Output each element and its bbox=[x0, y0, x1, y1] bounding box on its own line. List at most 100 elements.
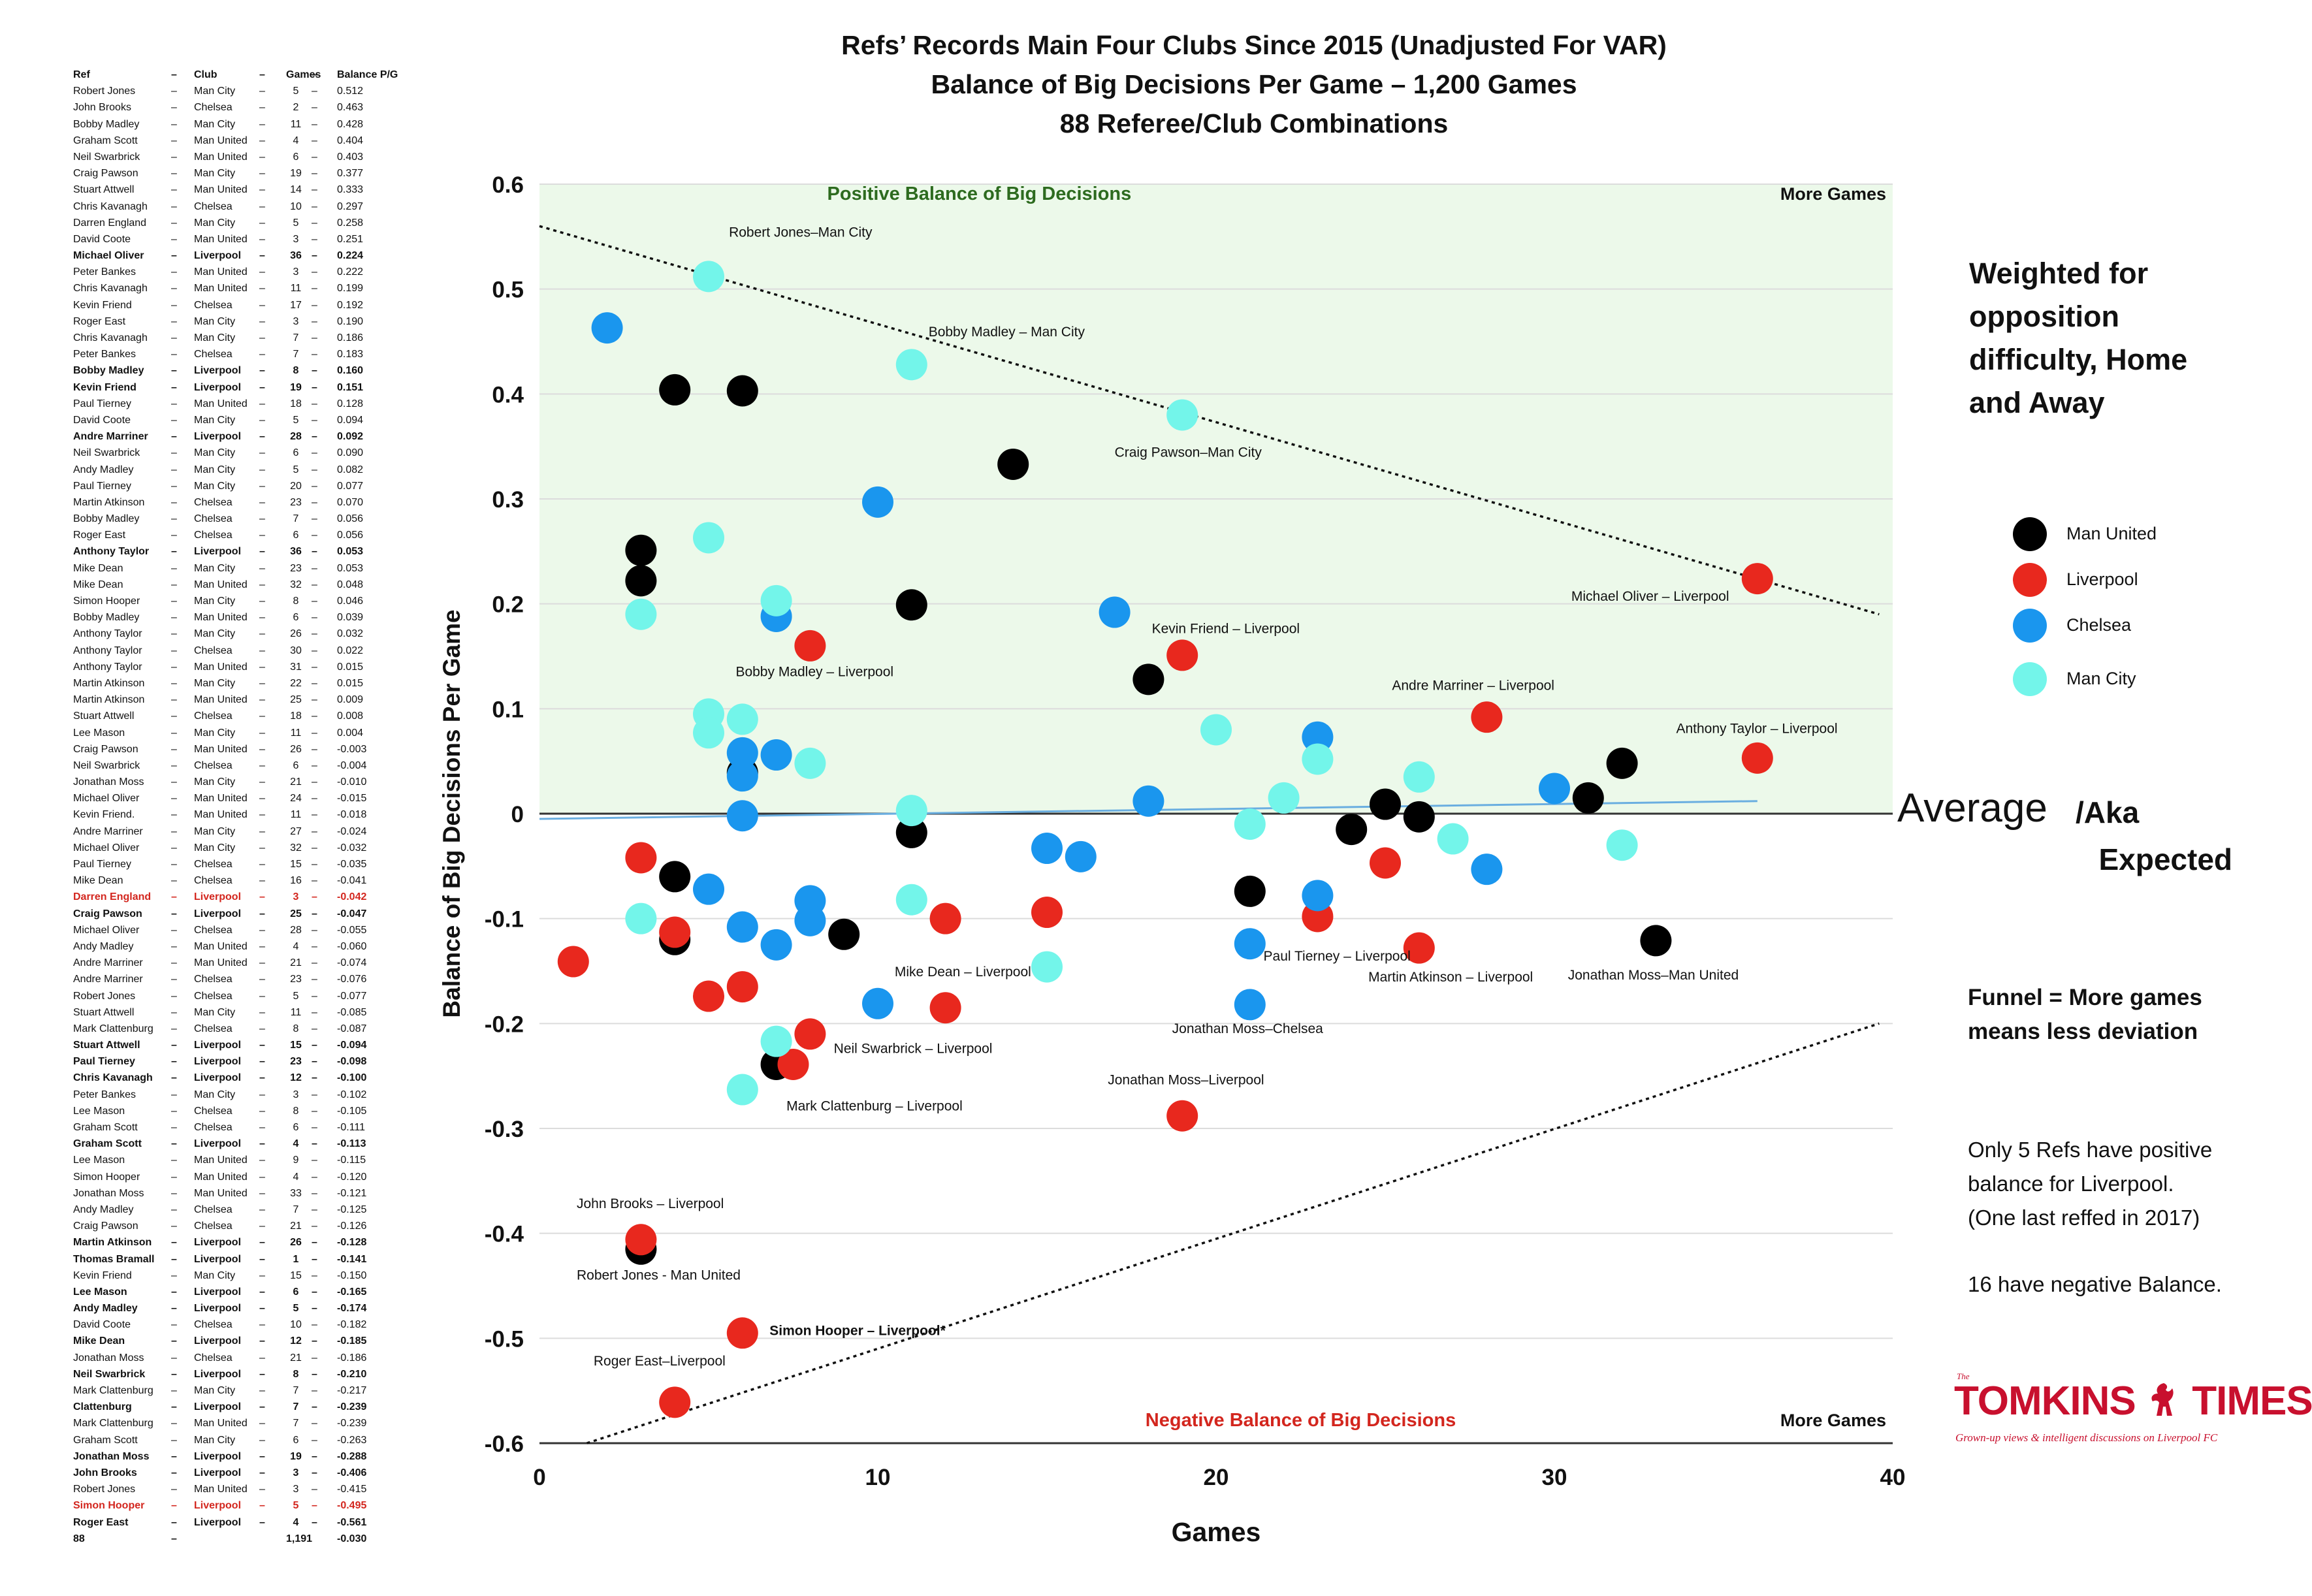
cell-sep: – bbox=[259, 349, 265, 360]
cell-games: 6 bbox=[293, 1122, 299, 1133]
cell-sep: – bbox=[312, 776, 317, 788]
table-row: Bobby Madley – Liverpool – 8 – 0.160 bbox=[73, 362, 413, 379]
cell-balance: -0.010 bbox=[337, 776, 367, 788]
cell-sep: – bbox=[259, 118, 265, 130]
cell-games: 19 bbox=[290, 381, 302, 393]
table-row: Andy Madley – Man United –4– -0.060 bbox=[73, 938, 413, 955]
cell-sep: – bbox=[171, 776, 177, 788]
cell-club: Man United bbox=[194, 1418, 248, 1429]
table-row: Chris Kavanagh – Man City – 7 – 0.186 bbox=[73, 330, 413, 346]
point-chelsea bbox=[1065, 840, 1097, 872]
cell-games: 3 bbox=[293, 1467, 299, 1478]
cell-sep: – bbox=[171, 431, 177, 443]
cell-ref: Chris Kavanagh bbox=[73, 283, 148, 295]
cell-club: Chelsea bbox=[194, 875, 233, 887]
cell-club: Chelsea bbox=[194, 1105, 233, 1117]
cell-sep: – bbox=[259, 496, 265, 508]
point-annotation: Jonathan Moss–Chelsea bbox=[1172, 1021, 1323, 1036]
table-row: Mark Clattenburg – Chelsea – 8 – -0.087 bbox=[73, 1021, 413, 1037]
point-chelsea bbox=[726, 911, 758, 943]
cell-balance: -0.111 bbox=[337, 1122, 365, 1133]
cell-sep: – bbox=[259, 940, 265, 952]
funnel-upper-line bbox=[539, 225, 1880, 616]
cell-balance: 0.192 bbox=[337, 299, 364, 311]
cell-balance: 0.032 bbox=[337, 628, 364, 640]
cell-games: 11 bbox=[290, 809, 302, 821]
point-liverpool bbox=[659, 916, 691, 948]
cell-balance: 0.022 bbox=[337, 645, 364, 656]
cell-games: 6 bbox=[293, 612, 299, 624]
cell-sep: – bbox=[312, 694, 317, 706]
cell-games: 10 bbox=[290, 200, 302, 212]
cell-sep: – bbox=[171, 1105, 177, 1117]
header-ref: Ref bbox=[73, 69, 90, 80]
cell-club: Liverpool bbox=[194, 1237, 242, 1249]
point-annotation: Mike Dean – Liverpool bbox=[895, 965, 1031, 980]
point-liverpool bbox=[777, 1048, 809, 1080]
cell-sep: – bbox=[312, 1204, 317, 1215]
cell-sep: – bbox=[312, 825, 317, 837]
table-row: Anthony Taylor – Chelsea –30–0.022 bbox=[73, 643, 413, 659]
cell-sep: – bbox=[312, 464, 317, 475]
cell-ref: Jonathan Moss bbox=[73, 1450, 150, 1462]
cell-balance: -0.055 bbox=[337, 924, 367, 936]
cell-ref: Kevin Friend bbox=[73, 1269, 132, 1281]
cell-balance: -0.004 bbox=[337, 759, 367, 771]
cell-sep: – bbox=[259, 184, 265, 196]
cell-sep: – bbox=[312, 118, 317, 130]
point-annotation: Jonathan Moss–Liverpool bbox=[1108, 1073, 1264, 1088]
cell-sep: – bbox=[259, 1484, 265, 1495]
cell-balance: 0.053 bbox=[337, 562, 364, 574]
cell-club: Liverpool bbox=[194, 891, 242, 903]
cell-club: Chelsea bbox=[194, 1023, 233, 1034]
cell-sep: – bbox=[171, 414, 177, 426]
point-annotation: Robert Jones–Man City bbox=[729, 225, 873, 240]
average-label-expected: Expected bbox=[2098, 842, 2232, 876]
header-balance: Balance P/G bbox=[337, 69, 398, 80]
legend-dot bbox=[2013, 563, 2047, 597]
cell-games: 26 bbox=[290, 1237, 302, 1249]
y-tick-label: 0 bbox=[511, 802, 524, 827]
cell-club: Liverpool bbox=[194, 1450, 242, 1462]
cell-ref: Simon Hooper bbox=[73, 1500, 145, 1512]
cell-sep: – bbox=[171, 118, 177, 130]
cell-sep: – bbox=[312, 332, 317, 343]
cell-sep: – bbox=[259, 283, 265, 295]
cell-sep: – bbox=[171, 135, 177, 146]
point-man-city bbox=[726, 703, 758, 735]
point-man-united bbox=[1572, 782, 1604, 814]
cell-games: 15 bbox=[290, 1040, 302, 1051]
cell-club: Liverpool bbox=[194, 1335, 242, 1347]
cell-games: 7 bbox=[293, 1418, 299, 1429]
cell-sep: – bbox=[171, 233, 177, 245]
point-man-city bbox=[1166, 399, 1198, 431]
cell-balance: -0.165 bbox=[337, 1286, 367, 1298]
cell-ref: Bobby Madley bbox=[73, 365, 144, 377]
cell-balance: 0.082 bbox=[337, 464, 364, 475]
cell-sep: – bbox=[312, 480, 317, 492]
cell-club: Man City bbox=[194, 1385, 236, 1396]
table-row: Craig Pawson – Man United –26– -0.003 bbox=[73, 741, 413, 758]
cell-sep: – bbox=[312, 1023, 317, 1034]
cell-club: Man City bbox=[194, 1269, 236, 1281]
cell-games: 8 bbox=[293, 1023, 299, 1034]
cell-sep: – bbox=[259, 974, 265, 985]
cell-ref: Mike Dean bbox=[73, 1335, 125, 1347]
cell-sep: – bbox=[171, 349, 177, 360]
cell-club: Man United bbox=[194, 957, 248, 969]
cell-games: 2 bbox=[293, 102, 299, 114]
cell-club: Man City bbox=[194, 1089, 236, 1100]
cell-sep: – bbox=[171, 217, 177, 229]
y-tick-label: -0.3 bbox=[485, 1117, 524, 1142]
cell-ref: Andy Madley bbox=[73, 1204, 134, 1215]
cell-ref: Andy Madley bbox=[73, 464, 134, 475]
cell-games: 4 bbox=[293, 940, 299, 952]
cell-club: Man City bbox=[194, 825, 236, 837]
cell-sep: – bbox=[259, 759, 265, 771]
weighting-note: Weighted for opposition difficulty, Home… bbox=[1969, 252, 2187, 424]
cell-games: 20 bbox=[290, 480, 302, 492]
cell-games: 23 bbox=[290, 562, 302, 574]
cell-sep: – bbox=[312, 612, 317, 624]
table-row: David Coote – Man United –3–0.251 bbox=[73, 231, 413, 247]
